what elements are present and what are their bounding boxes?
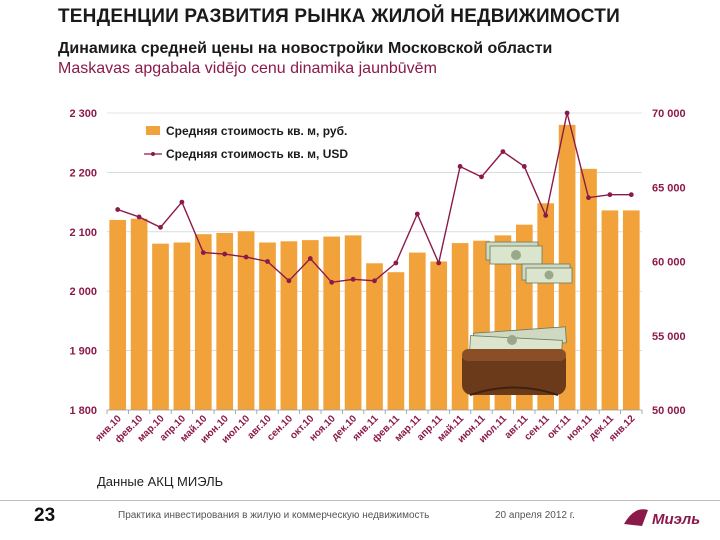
point-usd [586, 195, 591, 201]
point-usd [265, 259, 270, 264]
point-usd [607, 192, 613, 198]
slide-title: ТЕНДЕНЦИИ РАЗВИТИЯ РЫНКА ЖИЛОЙ НЕДВИЖИМО… [58, 6, 620, 27]
bar-rub [601, 210, 619, 410]
bar-rub [301, 240, 319, 410]
point-usd [521, 164, 527, 169]
y-left-tick-label: 2 200 [69, 167, 97, 179]
point-usd [479, 174, 484, 180]
line-usd [117, 112, 632, 284]
bar-rub [216, 232, 234, 410]
bar-rub [430, 261, 448, 410]
point-usd [179, 199, 185, 205]
point-usd [115, 207, 121, 212]
bar-rub [280, 241, 298, 410]
point-usd [286, 278, 292, 284]
source-note: Данные АКЦ МИЭЛЬ [97, 474, 224, 489]
slide-subtitle-lv: Maskavas apgabala vidējo cenu dinamika j… [58, 60, 437, 77]
y-right-tick-label: 65 000 [652, 182, 686, 194]
x-tick-label: сен.11 [522, 413, 552, 443]
point-usd [414, 211, 420, 217]
point-usd [393, 260, 399, 266]
point-usd [307, 256, 313, 261]
bar-rub [622, 210, 640, 410]
bar-rub [259, 242, 276, 410]
bar-rub [580, 168, 597, 410]
bar-rub [130, 218, 148, 410]
footer-date: 20 апреля 2012 г. [495, 510, 575, 521]
point-usd [158, 224, 163, 230]
point-usd [222, 251, 228, 257]
y-left-tick-label: 2 000 [69, 286, 97, 298]
logo-mark-icon [624, 509, 648, 526]
bar-rub [237, 231, 255, 410]
legend-label-usd: Средняя стоимость кв. м, USD [166, 147, 348, 161]
y-right-tick-label: 70 000 [652, 108, 686, 120]
legend-swatch-bar [146, 126, 160, 135]
point-usd [543, 213, 549, 218]
footer-caption: Практика инвестирования в жилую и коммер… [118, 510, 430, 521]
y-right-tick-label: 55 000 [652, 331, 686, 343]
bar-rub [387, 272, 405, 410]
chart-legend: Средняя стоимость кв. м, руб. Средняя ст… [144, 124, 348, 161]
point-usd [329, 279, 335, 285]
logo-text: Миэль [652, 511, 700, 528]
legend-swatch-marker [151, 152, 155, 156]
y-left-tick-label: 1 800 [69, 405, 97, 417]
point-usd [436, 260, 442, 266]
y-left-tick-label: 1 900 [69, 346, 97, 358]
point-usd [136, 214, 142, 220]
point-usd [372, 278, 377, 284]
money-illustration [462, 241, 573, 396]
bar-rub [408, 252, 426, 410]
bar-rub [173, 242, 191, 410]
slide-subtitle-ru: Динамика средней цены на новостройки Мос… [58, 40, 553, 57]
point-usd [500, 149, 506, 155]
bar-rub [366, 263, 383, 410]
price-chart: 1 800 1 900 2 000 2 100 2 200 2 300 50 000 55 0… [69, 108, 685, 446]
point-usd [350, 276, 356, 282]
company-logo: Миэль [624, 509, 700, 528]
bar-rub [109, 219, 127, 410]
x-axis-labels: янв.10фев.10мар.10апр.10май.10июн.10июл.… [93, 412, 637, 445]
y-left-tick-label: 2 100 [69, 227, 97, 239]
chart-axes: 1 800 1 900 2 000 2 100 2 200 2 300 50 000 55 0… [69, 108, 685, 417]
banknote-stack-icon [485, 241, 573, 284]
bar-series-rub [109, 124, 640, 410]
y-left-tick-label: 2 300 [69, 108, 97, 120]
point-usd [457, 164, 463, 169]
bar-rub [344, 235, 362, 410]
bar-rub [194, 234, 212, 410]
footer-divider [0, 500, 720, 501]
point-usd [200, 250, 206, 255]
bar-rub [323, 236, 341, 410]
point-usd [243, 254, 249, 260]
point-usd [628, 192, 634, 198]
wallet-icon [462, 349, 566, 396]
legend-label-rub: Средняя стоимость кв. м, руб. [166, 124, 347, 138]
y-right-tick-label: 60 000 [652, 257, 686, 269]
y-right-tick-label: 50 000 [652, 405, 686, 417]
bar-rub [152, 243, 169, 410]
page-number: 23 [34, 505, 56, 526]
point-usd [564, 110, 570, 116]
line-series-usd [115, 110, 634, 285]
